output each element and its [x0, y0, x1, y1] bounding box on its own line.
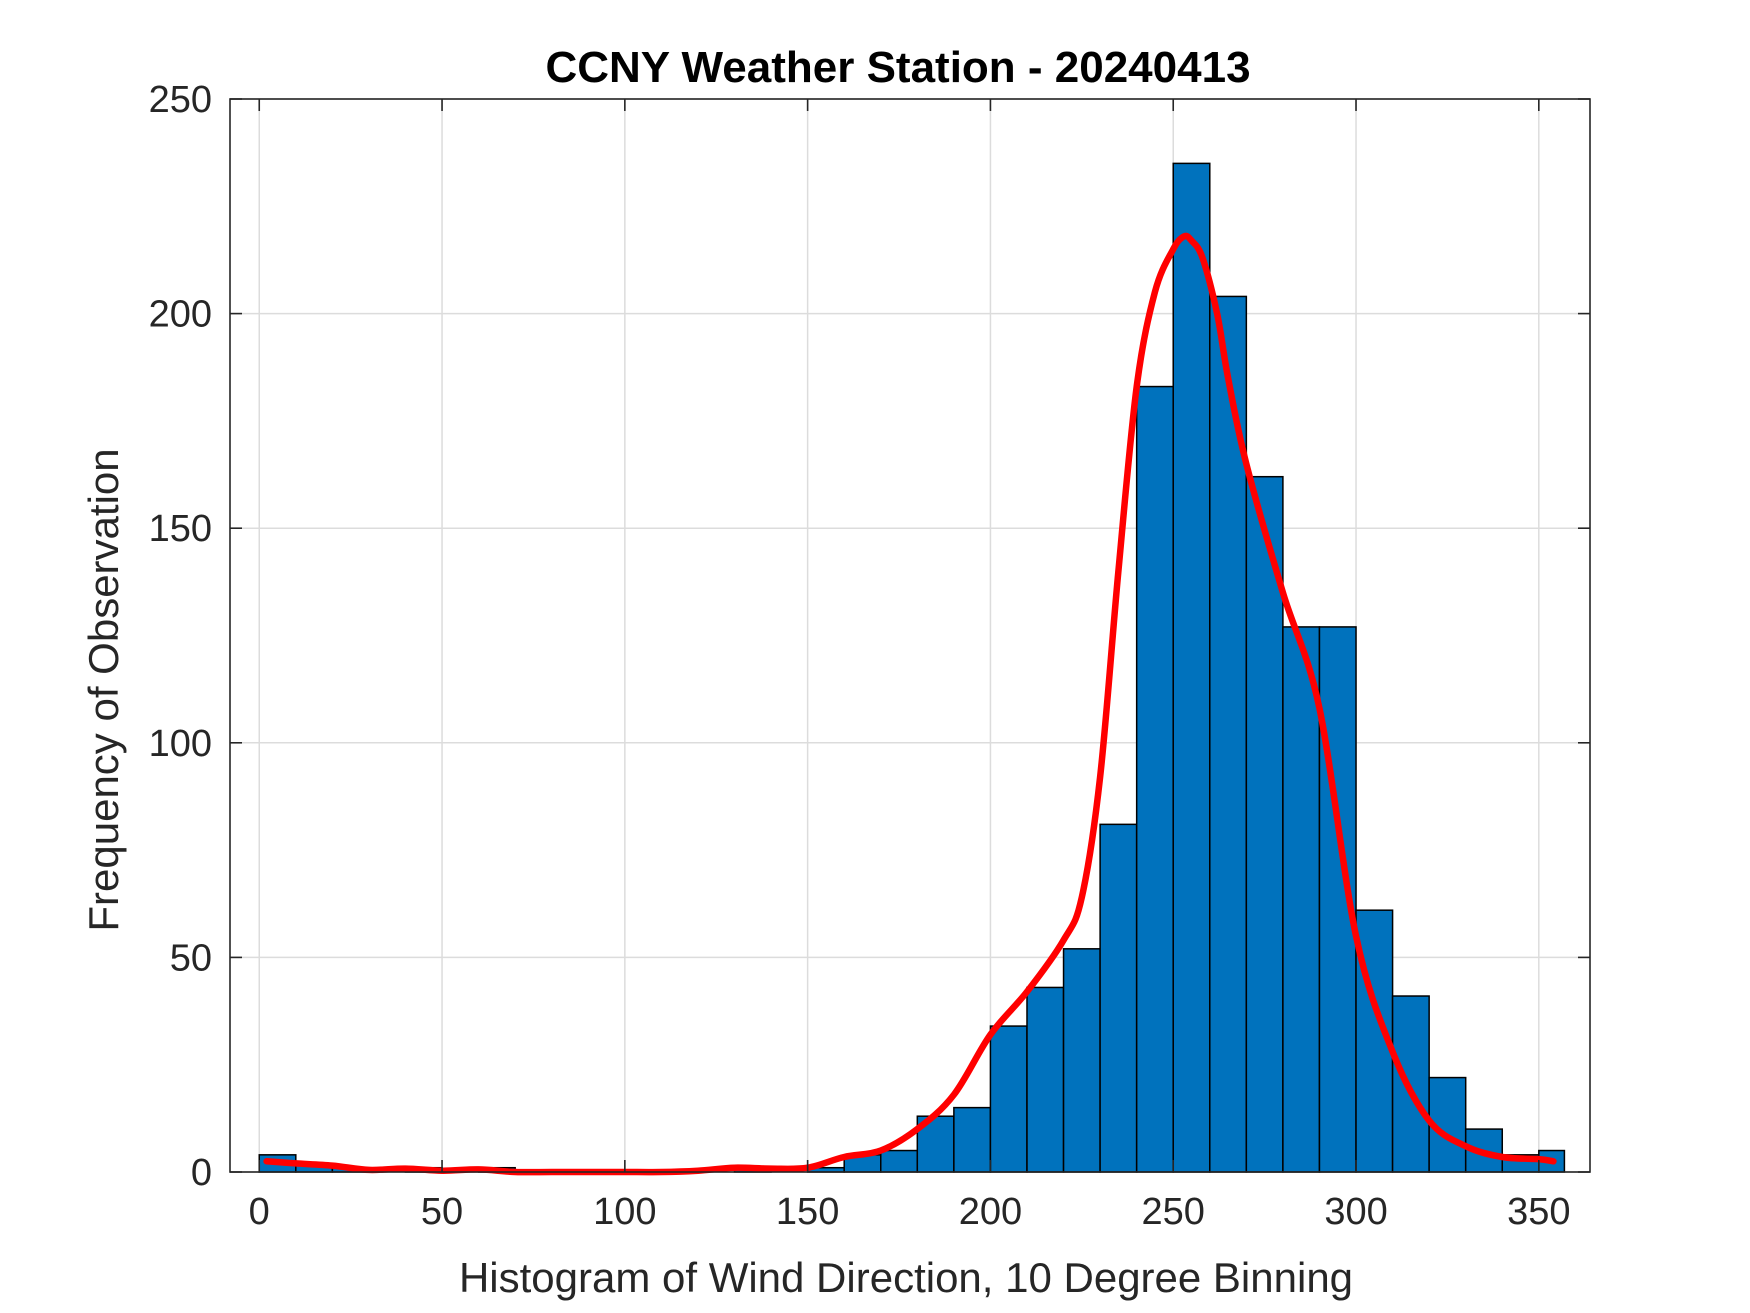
histogram-bar: [1099, 823, 1138, 1173]
histogram-bar: [1062, 948, 1101, 1173]
histogram-bar: [953, 1106, 992, 1173]
histogram-bar: [1391, 995, 1430, 1173]
tick-marks: [230, 98, 1590, 1173]
x-tick-label: 0: [249, 1191, 270, 1233]
chart-title: CCNY Weather Station - 20240413: [545, 43, 1250, 92]
x-tick-label: 150: [776, 1191, 839, 1233]
histogram-bar: [1245, 475, 1284, 1173]
histogram-bar: [1135, 385, 1174, 1173]
histogram-bars: [258, 162, 1566, 1173]
x-tick-label: 200: [959, 1191, 1022, 1233]
y-tick-label: 50: [170, 937, 212, 979]
x-tick-label: 300: [1324, 1191, 1387, 1233]
x-tick-label: 50: [421, 1191, 463, 1233]
histogram-bar: [1172, 162, 1211, 1173]
histogram-bar: [880, 1149, 919, 1173]
y-tick-label: 100: [149, 723, 212, 765]
histogram-bar: [1026, 986, 1065, 1173]
x-tick-label: 250: [1142, 1191, 1205, 1233]
histogram-bar: [1282, 626, 1321, 1173]
histogram-bar: [989, 1025, 1028, 1173]
y-tick-label: 0: [191, 1152, 212, 1194]
x-tick-label: 100: [593, 1191, 656, 1233]
y-axis-label: Frequency of Observation: [80, 448, 127, 931]
y-tick-label: 250: [149, 79, 212, 121]
y-tick-label: 150: [149, 508, 212, 550]
x-tick-label: 350: [1507, 1191, 1570, 1233]
x-axis-label: Histogram of Wind Direction, 10 Degree B…: [459, 1254, 1353, 1301]
tick-labels: 0 50 100 150 200 250 300 350 0 50 100 150 200 250: [149, 79, 1571, 1233]
axes-box: [229, 98, 1591, 1173]
y-tick-label: 200: [149, 294, 212, 336]
